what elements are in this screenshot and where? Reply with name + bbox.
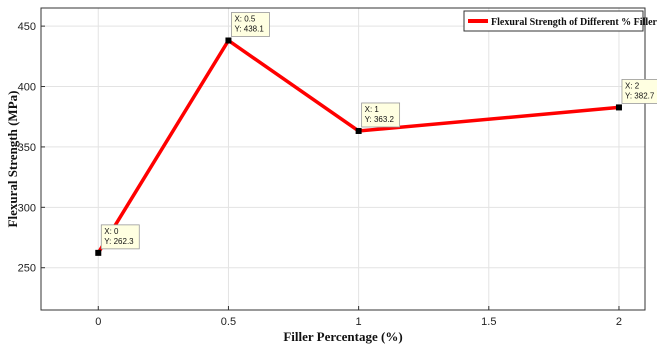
x-tick-label: 1.5 <box>481 316 496 328</box>
axis-box <box>40 7 646 311</box>
datatip: X: 0Y: 262.3 <box>100 224 140 250</box>
series <box>95 37 622 256</box>
datatip-x: X: 0.5 <box>234 14 255 23</box>
y-tick-label: 250 <box>18 263 36 275</box>
data-point <box>225 37 232 44</box>
y-tick-label: 300 <box>18 202 36 214</box>
x-axis-label: Filler Percentage (%) <box>283 329 402 344</box>
datatip-box <box>100 224 140 250</box>
datatip-y: Y: 363.2 <box>365 115 395 124</box>
annotations: X: 0Y: 262.3X: 0.5Y: 438.1X: 1Y: 363.2X:… <box>100 12 657 250</box>
legend-box <box>463 10 644 32</box>
datatip-box <box>361 102 401 128</box>
data-point <box>355 127 362 134</box>
y-tick-label: 400 <box>18 82 36 94</box>
datatip: X: 0.5Y: 438.1 <box>231 12 270 37</box>
x-tick-label: 0 <box>95 316 101 328</box>
ticks: 0 0.5 1 1.5 2 250 300 350 400 450 <box>18 21 622 328</box>
datatip-y: Y: 438.1 <box>234 24 264 33</box>
legend: Flexural Strength of Different % Filler <box>463 10 657 32</box>
series-line <box>96 38 620 254</box>
y-tick-label: 450 <box>18 21 36 33</box>
axis-frame <box>40 7 646 311</box>
datatip-x: X: 0 <box>104 227 119 236</box>
datatip-x: X: 2 <box>625 81 640 90</box>
x-tick-label: 0.5 <box>221 316 236 328</box>
x-tick-label: 2 <box>616 316 622 328</box>
datatip-box <box>621 79 657 104</box>
legend-entry: Flexural Strength of Different % Filler <box>491 17 657 28</box>
datatip: X: 1Y: 363.2 <box>361 102 401 128</box>
y-axis-label: Flexural Strength (MPa) <box>5 91 20 228</box>
data-point <box>95 249 102 256</box>
plot-area <box>41 8 645 310</box>
datatip-y: Y: 262.3 <box>104 237 134 246</box>
datatip: X: 2Y: 382.7 <box>621 79 657 104</box>
x-tick-label: 1 <box>356 316 362 328</box>
datatip-x: X: 1 <box>365 105 380 114</box>
datatip-box <box>231 12 270 37</box>
y-tick-label: 350 <box>18 142 36 154</box>
datatip-y: Y: 382.7 <box>625 91 655 100</box>
data-point <box>615 104 622 111</box>
